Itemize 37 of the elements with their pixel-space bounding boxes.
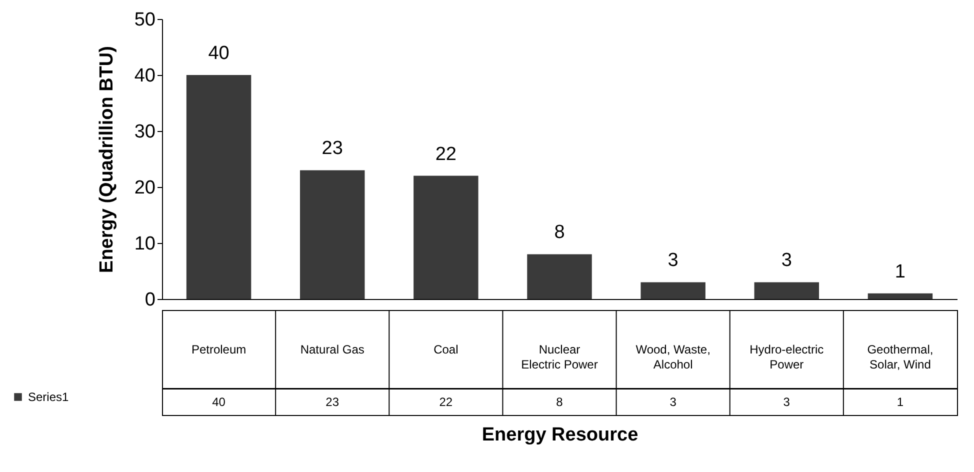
data-label: 1 (896, 394, 904, 409)
data-label: 3 (783, 394, 790, 409)
bar (527, 254, 592, 299)
annotation: 3 (668, 250, 678, 272)
x-tick-label: Nuclear Electric Power (521, 342, 598, 372)
bar (868, 293, 933, 299)
data-label: 23 (326, 394, 340, 409)
x-tick-label: Coal (434, 342, 458, 356)
annotation: 3 (781, 250, 792, 272)
data-label: 3 (670, 394, 677, 409)
annotation: 1 (894, 261, 906, 282)
annotation: 40 (208, 43, 230, 64)
x-tick-label: Wood, Waste, Alcohol (636, 342, 710, 372)
y-tick-label: 50 (134, 10, 156, 30)
data-label: 8 (556, 394, 564, 409)
bar (300, 170, 365, 299)
bar (414, 176, 478, 299)
x-tick-label: Geothermal, Solar, Wind (867, 342, 934, 372)
y-tick-label: 10 (134, 234, 156, 254)
x-tick-label: Petroleum (191, 342, 246, 356)
bar (754, 282, 820, 299)
annotation: 8 (554, 222, 565, 244)
bar (186, 75, 252, 299)
y-tick-label: 30 (134, 122, 156, 142)
bar (640, 282, 706, 299)
legend-label: Series1 (28, 390, 70, 404)
annotation: 23 (322, 138, 343, 160)
x-tick-label: Natural Gas (300, 342, 364, 356)
y-axis-title: Energy (Quadrillion BTU) (96, 46, 118, 273)
x-axis-title: Energy Resource (482, 424, 638, 446)
y-tick-label: 0 (144, 290, 156, 310)
x-tick-label: Hydro-electric Power (750, 342, 824, 372)
data-label: 22 (439, 394, 453, 409)
y-tick-label: 40 (134, 66, 156, 86)
data-label: 40 (212, 394, 226, 409)
y-tick-label: 20 (134, 178, 156, 198)
annotation: 22 (435, 144, 456, 165)
